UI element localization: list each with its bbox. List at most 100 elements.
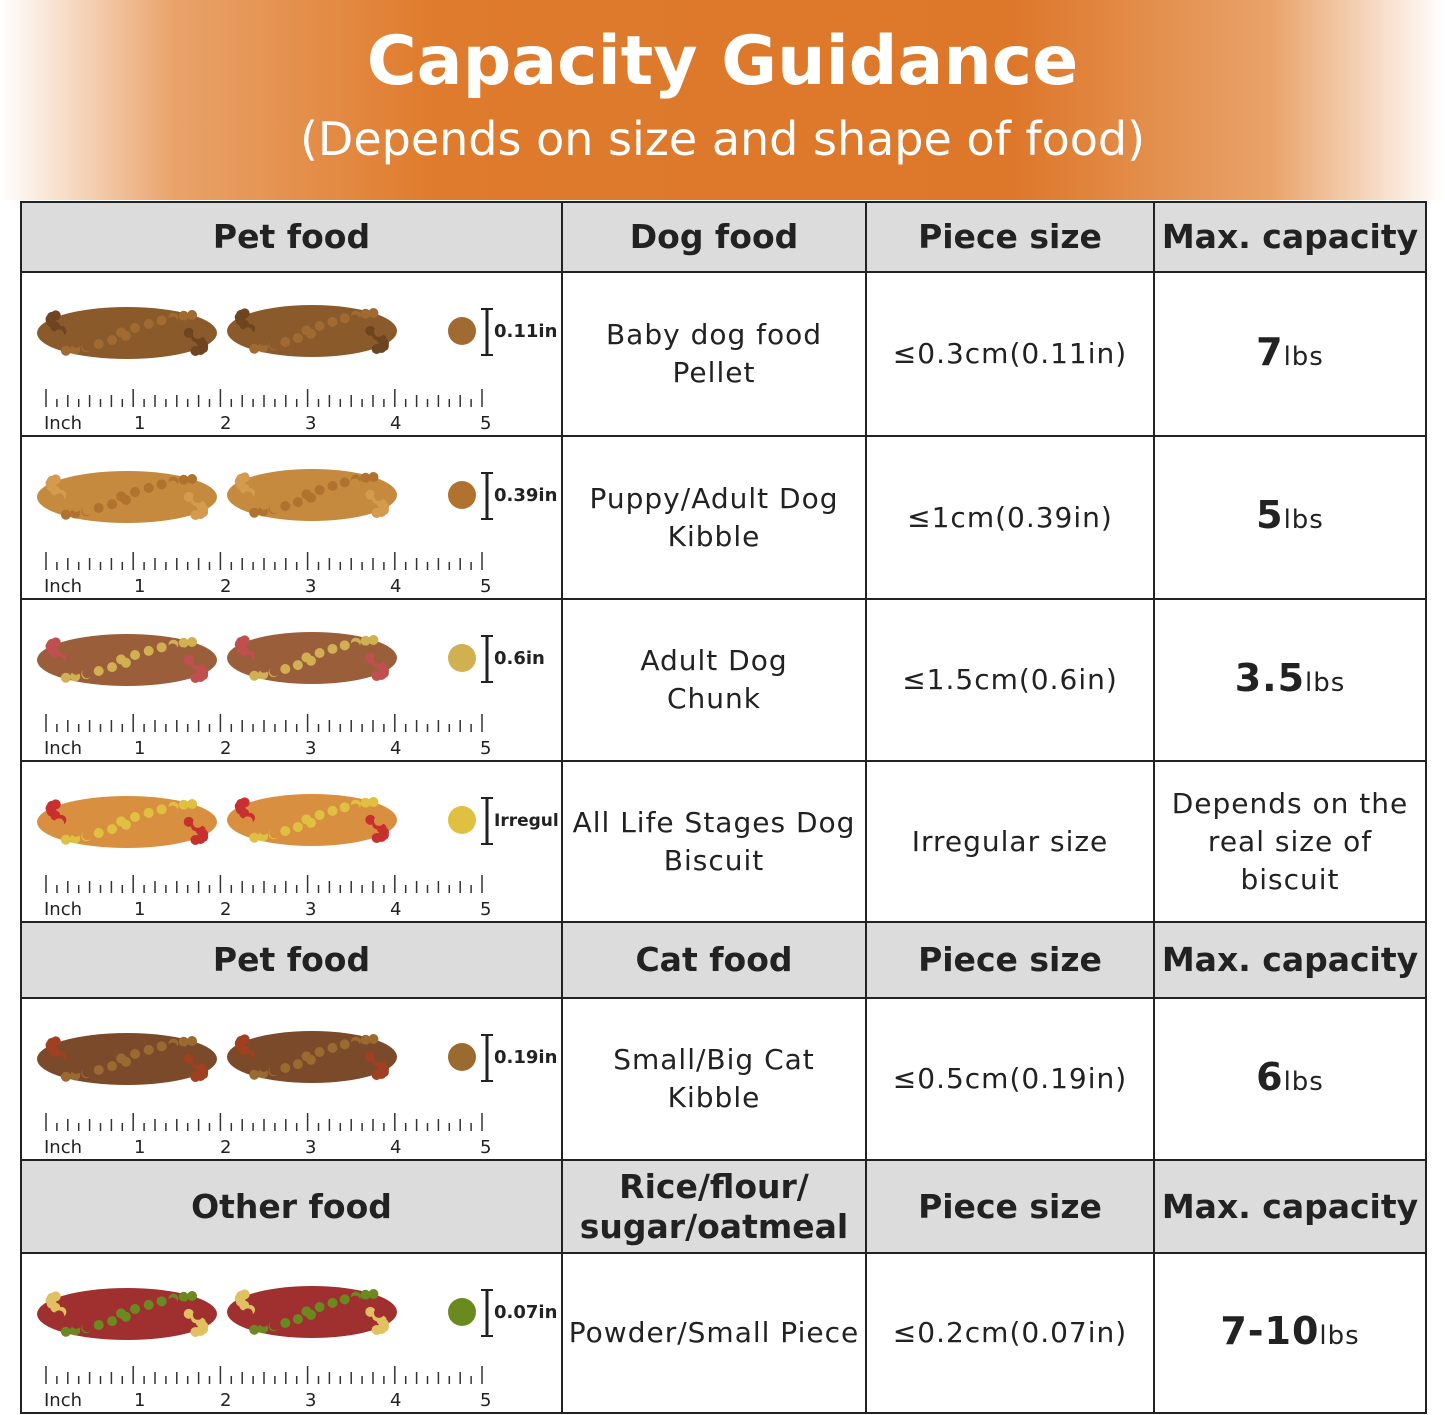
food-illustration: 0.39in Inch 1 2 3 4 5 <box>37 469 557 596</box>
capacity-value: 6 <box>1256 1054 1284 1099</box>
size-label: 0.11in <box>494 321 557 342</box>
food-piece <box>307 833 317 843</box>
size-label: Irregular size <box>494 811 559 831</box>
food-piece <box>178 799 189 810</box>
food-piece <box>116 1308 127 1319</box>
food-piece <box>60 834 71 845</box>
food-piece <box>368 1289 379 1300</box>
food-piece <box>128 637 139 648</box>
ruler-label: 2 <box>220 1137 231 1157</box>
capacity-cell: Depends on the real size of biscuit <box>1153 760 1427 923</box>
food-type: Puppy/Adult Dog <box>589 481 839 515</box>
food-piece <box>122 346 132 356</box>
food-piece <box>71 1318 82 1329</box>
food-piece <box>339 313 350 324</box>
food-piece <box>128 1036 139 1047</box>
food-piece <box>61 822 72 833</box>
food-piece <box>313 472 324 483</box>
capacity-unit: lbs <box>1283 341 1324 372</box>
food-piece <box>249 832 260 843</box>
food-piece <box>187 637 198 648</box>
food-piece <box>313 308 324 319</box>
food-piece <box>292 660 303 671</box>
header-cell: Pet food <box>20 201 563 273</box>
capacity-cell: 3.5lbs <box>1153 598 1427 762</box>
food-piece <box>187 1291 198 1302</box>
header-cell: Max. capacity <box>1153 921 1427 999</box>
food-piece <box>107 662 118 673</box>
food-piece <box>178 637 189 648</box>
ruler-label: 2 <box>220 1390 231 1410</box>
food-sample <box>448 481 476 509</box>
food-piece <box>269 1065 280 1076</box>
food-piece <box>142 311 153 322</box>
food-piece <box>269 828 280 839</box>
food-piece <box>93 1319 104 1330</box>
food-piece <box>156 479 167 490</box>
piece-size-cell: ≤1cm(0.39in) <box>865 435 1155 600</box>
food-piece <box>167 1042 178 1053</box>
capacity: 3.5lbs <box>1235 659 1346 702</box>
food-illustration: Irregular size Inch 1 2 3 4 5 <box>37 794 559 919</box>
header-cell: Dog food <box>561 201 867 273</box>
food-piece <box>128 799 139 810</box>
size-label: 0.39in <box>494 485 557 506</box>
food-piece <box>365 814 376 825</box>
food-piece <box>350 314 361 325</box>
food-piece <box>258 335 269 346</box>
food-piece <box>130 323 141 334</box>
food-piece <box>107 335 118 346</box>
piece-size: ≤0.3cm(0.11in) <box>892 337 1128 370</box>
food-piece <box>242 1053 253 1064</box>
food-piece <box>326 798 337 809</box>
food-piece <box>192 1309 203 1320</box>
food-piece <box>71 1063 82 1074</box>
food-piece <box>293 1324 304 1335</box>
food-piece <box>156 642 167 653</box>
food-piece <box>122 1072 132 1082</box>
food-image-cell: 0.19in Inch 1 2 3 4 5 <box>20 997 563 1161</box>
food-piece <box>350 803 361 814</box>
food-piece <box>242 654 253 665</box>
food-sample <box>448 806 476 834</box>
food-piece <box>116 816 127 827</box>
food-piece <box>314 648 325 659</box>
food-type: Kibble <box>667 519 761 553</box>
food-piece <box>249 1069 260 1080</box>
capacity: 5lbs <box>1256 496 1324 539</box>
capacity-cell: 7-10lbs <box>1153 1252 1427 1414</box>
food-piece <box>116 327 127 338</box>
piece-size: ≤0.2cm(0.07in) <box>892 1316 1128 1349</box>
food-piece <box>359 1044 370 1055</box>
food-piece <box>360 472 371 483</box>
size-label: 0.07in <box>494 1302 557 1323</box>
food-piece <box>258 499 269 510</box>
food-piece <box>71 501 82 512</box>
food-piece <box>183 1308 194 1319</box>
food-piece <box>350 1040 361 1051</box>
food-piece <box>60 509 71 520</box>
ruler-label: 4 <box>390 413 401 433</box>
ruler-label: 2 <box>220 413 231 433</box>
food-piece <box>178 1291 189 1302</box>
food-piece <box>54 329 65 340</box>
food-piece <box>373 326 384 337</box>
header-cell: Max. capacity <box>1153 201 1427 273</box>
food-piece <box>373 1052 384 1063</box>
ruler-label: 5 <box>480 1390 491 1410</box>
food-piece <box>167 316 178 327</box>
header-cell: Piece size <box>865 1159 1155 1254</box>
ruler-label: 1 <box>134 738 145 758</box>
piece-size: Irregular size <box>911 824 1109 858</box>
food-type-cell: Baby dog food Pellet <box>561 271 867 437</box>
food-piece <box>93 502 104 513</box>
food-piece <box>326 636 337 647</box>
food-piece <box>143 1299 154 1310</box>
food-piece <box>61 1314 72 1325</box>
food-piece <box>130 1304 141 1315</box>
header-cell: Pet food <box>20 921 563 999</box>
food-piece <box>61 497 72 508</box>
food-piece <box>93 665 104 676</box>
food-piece <box>130 487 141 498</box>
food-piece <box>307 508 317 518</box>
